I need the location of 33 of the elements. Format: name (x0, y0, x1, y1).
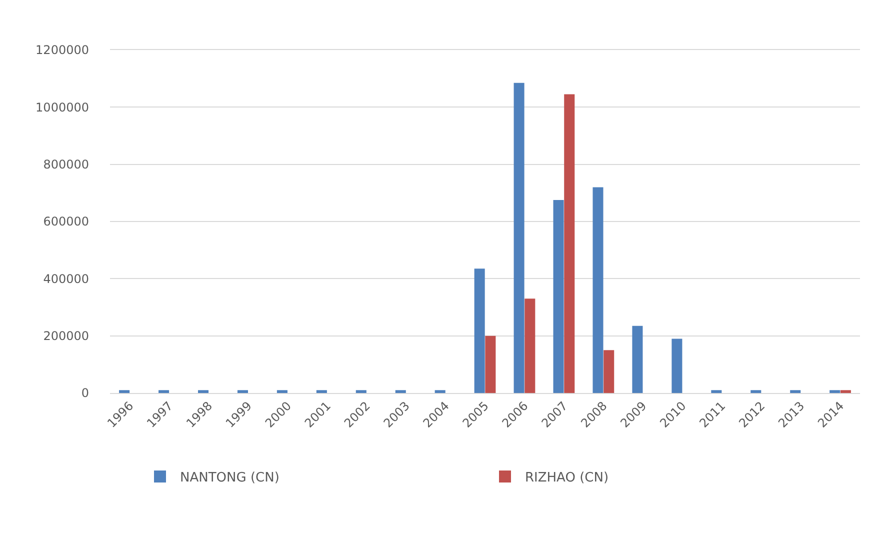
y-tick-label: 1000000 (36, 100, 89, 114)
y-tick-label: 0 (81, 386, 89, 400)
bar (119, 390, 130, 393)
bar (485, 336, 496, 393)
bar (711, 390, 722, 393)
bar (395, 390, 406, 393)
y-tick-label: 1200000 (36, 43, 89, 58)
legend-label: RIZHAO (CN) (525, 470, 609, 486)
bar (790, 390, 801, 393)
bar (632, 326, 643, 393)
legend-label: NANTONG (CN) (180, 470, 280, 486)
y-tick-label: 200000 (43, 329, 89, 344)
bar (198, 390, 209, 393)
y-tick-label: 800000 (43, 158, 89, 172)
bar (672, 338, 682, 393)
bar (553, 200, 564, 393)
bar (514, 82, 524, 393)
bar (276, 390, 288, 393)
bar (524, 298, 536, 393)
bar (840, 390, 851, 393)
bar (316, 390, 327, 393)
y-tick-label: 600000 (43, 214, 89, 229)
bar (474, 268, 485, 393)
bar (237, 390, 248, 393)
bar (564, 94, 575, 393)
bar (434, 390, 446, 393)
bar (158, 390, 170, 393)
bar (830, 390, 840, 393)
bar (604, 350, 614, 393)
bar (356, 390, 366, 393)
bar (592, 187, 604, 393)
y-tick-label: 400000 (43, 272, 89, 286)
bar (750, 390, 762, 393)
